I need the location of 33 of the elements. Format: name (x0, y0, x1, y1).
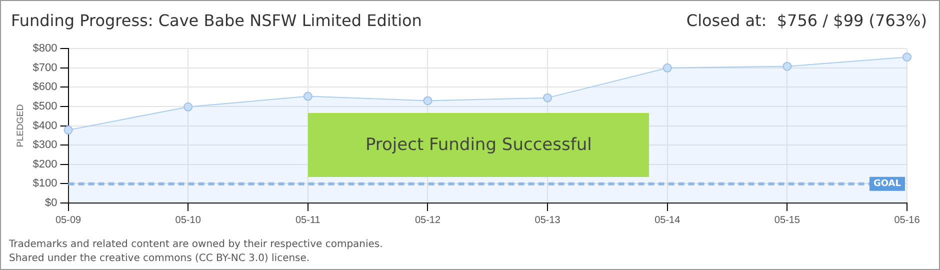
chart-title: Funding Progress: Cave Babe NSFW Limited Edition (11, 11, 422, 30)
x-tick-label: 05-14 (654, 214, 681, 226)
y-tick-label: $400 (32, 120, 58, 132)
y-tick-label: $500 (32, 100, 58, 113)
x-tick-label: 05-12 (414, 214, 441, 226)
point (184, 102, 193, 112)
y-axis-title: PLEDGED (14, 104, 25, 148)
point (423, 96, 432, 106)
banner: Project Funding Successful (308, 113, 650, 177)
point (782, 62, 792, 71)
x-tick-label: 05-11 (295, 214, 321, 226)
x-tick-label: 05-16 (894, 214, 920, 226)
x-tick-label: 05-09 (55, 214, 82, 226)
point (902, 52, 912, 62)
y-tick-label: $600 (32, 81, 58, 94)
point (662, 63, 672, 72)
point (64, 126, 73, 135)
x-tick-label: 05-15 (774, 214, 800, 226)
y-tick-label: $0 (45, 197, 58, 210)
y-tick-label: $200 (32, 158, 58, 170)
point (543, 93, 552, 102)
chart-subtitle: Closed at: $756 / $99 (763%) (686, 11, 927, 30)
text: Shared under the creative commons (CC BY-NC 3.0) license. (9, 253, 310, 264)
text: Trademarks and related content are owned by their respective companies. (9, 239, 383, 250)
x-tick-label: 05-10 (175, 214, 202, 226)
y-tick-label: $700 (32, 62, 58, 74)
y-tick-label: $300 (32, 139, 58, 152)
ref-line-label: GOAL (874, 179, 902, 190)
x-tick-label: 05-13 (534, 214, 561, 226)
annotation: Project Funding Successful (365, 135, 592, 156)
y-tick-label: $800 (32, 42, 58, 55)
point (303, 92, 312, 101)
y-tick-label: $100 (32, 178, 58, 190)
